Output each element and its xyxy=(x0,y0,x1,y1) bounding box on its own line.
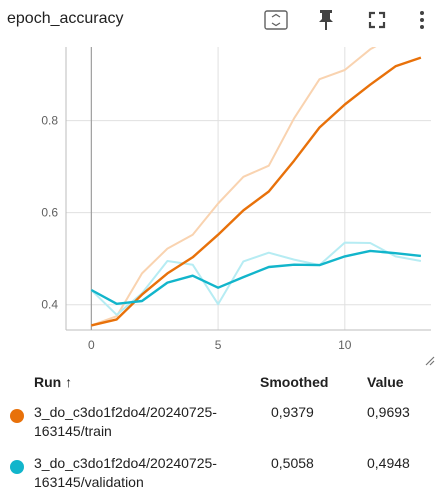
chart-area[interactable]: 0 5 10 0.4 0.6 0.8 xyxy=(0,40,436,366)
x-tick-label: 5 xyxy=(215,338,222,352)
legend-row-train[interactable]: 3_do_c3do1f2do4/20240725- 163145/train 0… xyxy=(0,403,436,447)
more-vert-icon xyxy=(420,11,424,29)
smoothed-column-header[interactable]: Smoothed xyxy=(260,374,329,390)
fullscreen-button[interactable] xyxy=(363,6,391,34)
run-column-header[interactable]: Run ↑ xyxy=(34,374,73,390)
more-options-button[interactable] xyxy=(408,6,436,34)
y-tick-label: 0.4 xyxy=(41,298,58,312)
legend-row-validation[interactable]: 3_do_c3do1f2do4/20240725- 163145/validat… xyxy=(0,454,436,498)
chart-title: epoch_accuracy xyxy=(7,10,124,27)
train-value: 0,9693 xyxy=(367,404,410,420)
pin-icon xyxy=(319,10,333,30)
run-name-line1: 3_do_c3do1f2do4/20240725- xyxy=(34,404,217,420)
run-name-line2: 163145/train xyxy=(34,423,112,439)
validation-smoothed-value: 0,5058 xyxy=(271,455,314,471)
raw-series-line xyxy=(90,241,422,316)
y-tick-label: 0.8 xyxy=(41,114,58,128)
run-name-validation: 3_do_c3do1f2do4/20240725- 163145/validat… xyxy=(34,454,264,492)
fit-domain-icon xyxy=(264,10,288,30)
smoothed-series-line xyxy=(91,56,422,327)
validation-color-dot xyxy=(10,460,24,474)
raw-series-line xyxy=(90,47,377,327)
x-tick-label: 10 xyxy=(338,338,352,352)
smoothed-series-line xyxy=(90,249,422,305)
validation-value: 0,4948 xyxy=(367,455,410,471)
card-header: epoch_accuracy xyxy=(0,0,436,40)
tick-labels: 0 5 10 0.4 0.6 0.8 xyxy=(41,114,352,352)
y-tick-label: 0.6 xyxy=(41,206,58,220)
run-name-line2: 163145/validation xyxy=(34,474,144,490)
grid xyxy=(66,47,431,330)
run-name-line1: 3_do_c3do1f2do4/20240725- xyxy=(34,455,217,471)
fullscreen-icon xyxy=(368,11,386,29)
pin-button[interactable] xyxy=(312,6,340,34)
run-name-train: 3_do_c3do1f2do4/20240725- 163145/train xyxy=(34,403,264,441)
resize-handle-icon[interactable] xyxy=(425,356,435,366)
train-color-dot xyxy=(10,409,24,423)
plot-series xyxy=(90,47,422,327)
axes xyxy=(65,47,431,331)
fit-domain-button[interactable] xyxy=(262,6,290,34)
value-column-header[interactable]: Value xyxy=(367,374,404,390)
x-tick-label: 0 xyxy=(88,338,95,352)
train-smoothed-value: 0,9379 xyxy=(271,404,314,420)
